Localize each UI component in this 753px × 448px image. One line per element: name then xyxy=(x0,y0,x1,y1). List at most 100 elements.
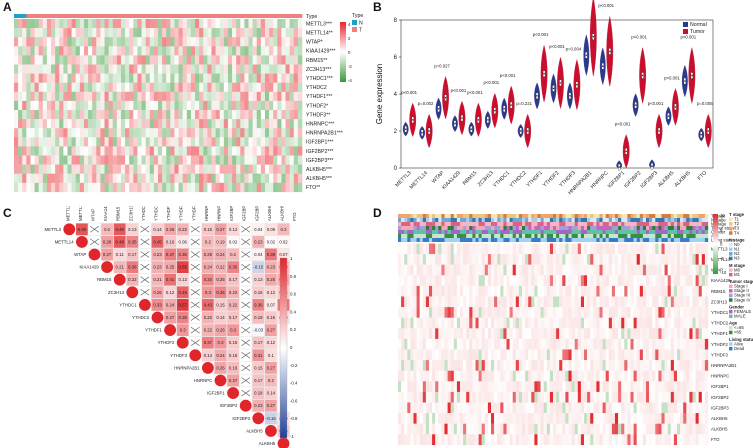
annotation-cell xyxy=(506,230,510,234)
heatmap-cell xyxy=(611,338,616,350)
annotation-cell xyxy=(642,238,647,242)
heatmap-cell xyxy=(248,37,253,47)
heatmap-cell xyxy=(512,381,516,393)
annotation-cell xyxy=(596,230,600,234)
heatmap-cell xyxy=(51,182,56,193)
heatmap-cell xyxy=(125,28,130,38)
heatmap-cell xyxy=(494,338,498,350)
legend-swatch xyxy=(729,298,733,302)
corr-fill xyxy=(202,223,214,236)
heatmap-cell xyxy=(667,402,671,414)
heatmap-cell xyxy=(556,264,560,276)
heatmap-cell xyxy=(463,264,467,276)
heatmap-cell xyxy=(211,37,216,47)
heatmap-cell xyxy=(59,55,64,65)
heatmap-cell xyxy=(525,423,529,435)
heatmap-cell xyxy=(466,434,470,446)
heatmap-cell xyxy=(186,64,192,74)
heatmap-cell xyxy=(652,402,656,414)
heatmap-cell xyxy=(264,19,270,29)
heatmap-cell xyxy=(215,37,221,47)
heatmap-cell xyxy=(553,307,557,318)
annotation-cell xyxy=(472,234,476,238)
heatmap-cell xyxy=(422,307,427,318)
heatmap-cell xyxy=(698,296,702,308)
annotation-cell xyxy=(528,222,532,226)
heatmap-cell xyxy=(549,349,554,361)
heatmap-cell xyxy=(297,46,303,56)
heatmap-cell xyxy=(166,155,171,165)
heatmap-cell xyxy=(256,19,262,29)
heatmap-cell xyxy=(120,110,126,120)
heatmap-cell xyxy=(649,391,653,403)
legend-item: Stage II xyxy=(734,288,749,293)
heatmap-cell xyxy=(704,349,709,361)
heatmap-cell xyxy=(75,37,81,47)
annotation-cell xyxy=(503,218,507,222)
heatmap-cell xyxy=(232,100,237,111)
heatmap-cell xyxy=(158,91,163,102)
row-label-12: HNRNPC xyxy=(194,378,212,383)
heatmap-cell xyxy=(695,264,699,276)
heatmap-cell xyxy=(269,119,274,129)
heatmap-cell xyxy=(540,285,544,297)
heatmap-cell xyxy=(55,146,60,156)
col-label-1: METTL14 xyxy=(78,206,83,221)
heatmap-cell xyxy=(277,46,282,56)
heatmap-cell xyxy=(686,413,690,424)
heatmap-cell xyxy=(244,82,249,92)
heatmap-cell xyxy=(646,296,650,308)
annotation-cell xyxy=(522,226,526,230)
annotation-cell xyxy=(698,218,702,222)
heatmap-cell xyxy=(149,173,155,183)
heatmap-cell xyxy=(522,328,526,340)
heatmap-cell xyxy=(104,110,109,120)
heatmap-cell xyxy=(515,402,520,414)
heatmap-cell xyxy=(42,173,48,183)
annotation-cell xyxy=(701,214,706,218)
heatmap-cell xyxy=(141,164,146,174)
heatmap-cell xyxy=(432,423,436,435)
heatmap-cell xyxy=(686,338,690,350)
heatmap-cell xyxy=(683,317,687,329)
heatmap-cell xyxy=(456,381,461,393)
heatmap-cell xyxy=(30,91,35,102)
type-cell xyxy=(129,14,134,18)
heatmap-cell xyxy=(219,91,225,102)
heatmap-cell xyxy=(289,28,295,38)
heatmap-cell xyxy=(466,413,470,424)
heatmap-cell xyxy=(574,423,578,435)
heatmap-cell xyxy=(129,46,134,56)
heatmap-cell xyxy=(120,64,126,74)
row-label-3: KIAA1429 xyxy=(711,278,731,283)
heatmap-cell xyxy=(509,275,513,287)
heatmap-cell xyxy=(116,110,122,120)
heatmap-cell xyxy=(83,55,89,65)
annotation-cell xyxy=(590,214,594,218)
heatmap-cell xyxy=(556,381,560,393)
heatmap-cell xyxy=(182,110,188,120)
nonsig-cross xyxy=(241,364,251,372)
heatmap-cell xyxy=(92,164,97,174)
heatmap-cell xyxy=(649,434,653,446)
heatmap-cell xyxy=(413,391,417,403)
heatmap-cell xyxy=(574,402,578,414)
heatmap-cell xyxy=(178,73,183,83)
corr-value: 0.35 xyxy=(229,265,238,270)
heatmap-cell xyxy=(419,264,423,276)
annotation-cell xyxy=(416,222,420,226)
annotation-cell xyxy=(692,214,696,218)
heatmap-cell xyxy=(602,243,606,255)
heatmap-cell xyxy=(162,110,167,120)
heatmap-cell xyxy=(240,73,245,83)
heatmap-cell xyxy=(153,19,159,29)
heatmap-cell xyxy=(104,37,109,47)
annotation-cell xyxy=(701,234,706,238)
heatmap-cell xyxy=(580,413,585,424)
heatmap-cell xyxy=(100,100,105,111)
heatmap-cell xyxy=(100,110,105,120)
annotation-cell xyxy=(621,214,625,218)
heatmap-cell xyxy=(219,82,225,92)
type-cell xyxy=(273,14,278,18)
heatmap-cell xyxy=(236,64,241,74)
